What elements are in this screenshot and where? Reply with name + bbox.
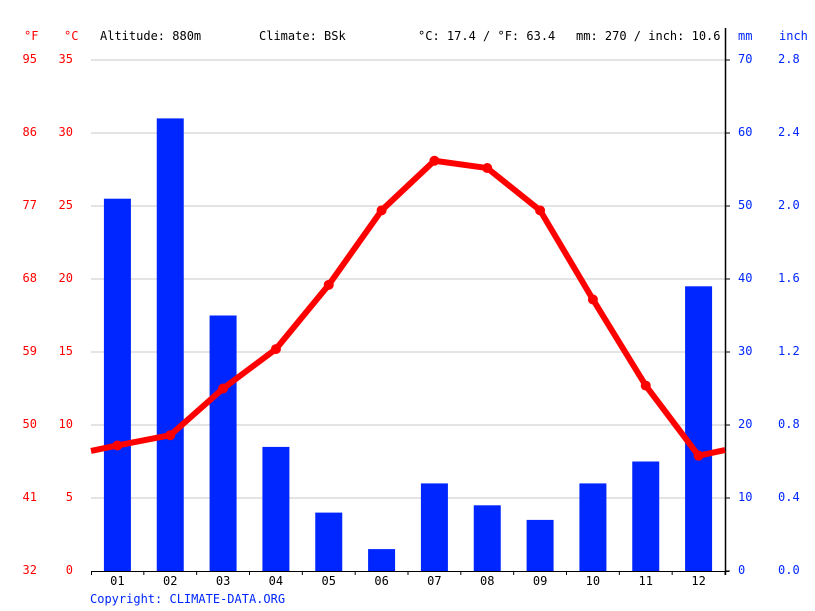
month-tick-label: 10 <box>585 574 601 588</box>
temperature-line <box>90 157 726 459</box>
celsius-tick-label: 0 <box>65 563 73 577</box>
fahrenheit-unit-label: °F <box>24 29 39 43</box>
temperature-point <box>323 279 334 290</box>
celsius-tick-label: 25 <box>58 198 73 212</box>
month-tick-label: 11 <box>638 574 653 588</box>
fahrenheit-tick-label: 77 <box>22 198 37 212</box>
fahrenheit-tick-label: 95 <box>22 52 37 66</box>
month-tick-label: 07 <box>427 574 442 588</box>
mm-tick-label: 50 <box>738 198 753 212</box>
precipitation-bar <box>368 549 396 571</box>
fahrenheit-tick-label: 41 <box>22 490 37 504</box>
temperature-point <box>587 294 598 305</box>
precipitation-bar <box>473 505 501 571</box>
month-tick-label: 01 <box>110 574 125 588</box>
precipitation-bar <box>103 198 131 571</box>
inch-tick-label: 0.0 <box>778 563 800 577</box>
temperature-point <box>429 155 440 166</box>
mm-tick-label: 10 <box>738 490 753 504</box>
celsius-tick-label: 35 <box>58 52 73 66</box>
precipitation-bar <box>315 512 343 571</box>
inch-tick-label: 2.0 <box>778 198 800 212</box>
precipitation-bar <box>685 286 713 571</box>
temperature-point <box>218 383 229 394</box>
month-tick-label: 12 <box>691 574 706 588</box>
month-tick-label: 05 <box>321 574 336 588</box>
precipitation-bar <box>156 118 184 572</box>
total-precipitation-label: mm: 270 / inch: 10.6 <box>576 29 721 43</box>
temperature-point <box>482 163 493 174</box>
fahrenheit-tick-label: 50 <box>22 417 37 431</box>
fahrenheit-tick-label: 86 <box>22 125 37 139</box>
temperature-point <box>376 205 387 216</box>
mm-unit-label: mm <box>738 29 753 43</box>
copyright-link[interactable]: Copyright: CLIMATE-DATA.ORG <box>90 592 286 606</box>
precipitation-bar <box>262 446 290 571</box>
fahrenheit-tick-label: 59 <box>22 344 37 358</box>
temperature-point <box>270 344 281 355</box>
celsius-tick-label: 15 <box>58 344 73 358</box>
mm-tick-label: 60 <box>738 125 753 139</box>
month-tick-label: 08 <box>480 574 495 588</box>
celsius-tick-label: 5 <box>65 490 73 504</box>
temperature-point <box>640 380 651 391</box>
mm-tick-label: 30 <box>738 344 753 358</box>
celsius-tick-label: 20 <box>58 271 73 285</box>
inch-tick-label: 0.4 <box>778 490 800 504</box>
mm-tick-label: 0 <box>738 563 746 577</box>
inch-tick-label: 0.8 <box>778 417 800 431</box>
month-tick-label: 04 <box>268 574 284 588</box>
climate-label: Climate: BSk <box>259 29 346 43</box>
month-tick-label: 09 <box>532 574 548 588</box>
celsius-tick-label: 10 <box>58 417 73 431</box>
temperature-point <box>535 205 546 216</box>
mm-tick-label: 70 <box>738 52 753 66</box>
temperature-point <box>112 440 123 451</box>
temperature-point <box>693 450 704 461</box>
inch-tick-label: 1.2 <box>778 344 800 358</box>
precipitation-bar <box>579 483 607 571</box>
fahrenheit-tick-label: 32 <box>22 563 37 577</box>
average-temperature-label: °C: 17.4 / °F: 63.4 <box>418 29 556 43</box>
mm-tick-label: 40 <box>738 271 753 285</box>
precipitation-bar <box>420 483 448 571</box>
fahrenheit-tick-label: 68 <box>22 271 37 285</box>
mm-tick-label: 20 <box>738 417 753 431</box>
month-tick-label: 06 <box>374 574 389 588</box>
precipitation-bar <box>632 461 660 571</box>
celsius-unit-label: °C <box>64 29 79 43</box>
month-tick-label: 03 <box>215 574 231 588</box>
inch-unit-label: inch <box>779 29 808 43</box>
temperature-point <box>165 430 176 441</box>
inch-tick-label: 2.4 <box>778 125 800 139</box>
precipitation-bar <box>209 315 237 571</box>
inch-tick-label: 2.8 <box>778 52 800 66</box>
precipitation-bar <box>526 519 554 571</box>
inch-tick-label: 1.6 <box>778 271 800 285</box>
celsius-tick-label: 30 <box>58 125 73 139</box>
altitude-label: Altitude: 880m <box>100 29 202 43</box>
month-tick-label: 02 <box>163 574 178 588</box>
